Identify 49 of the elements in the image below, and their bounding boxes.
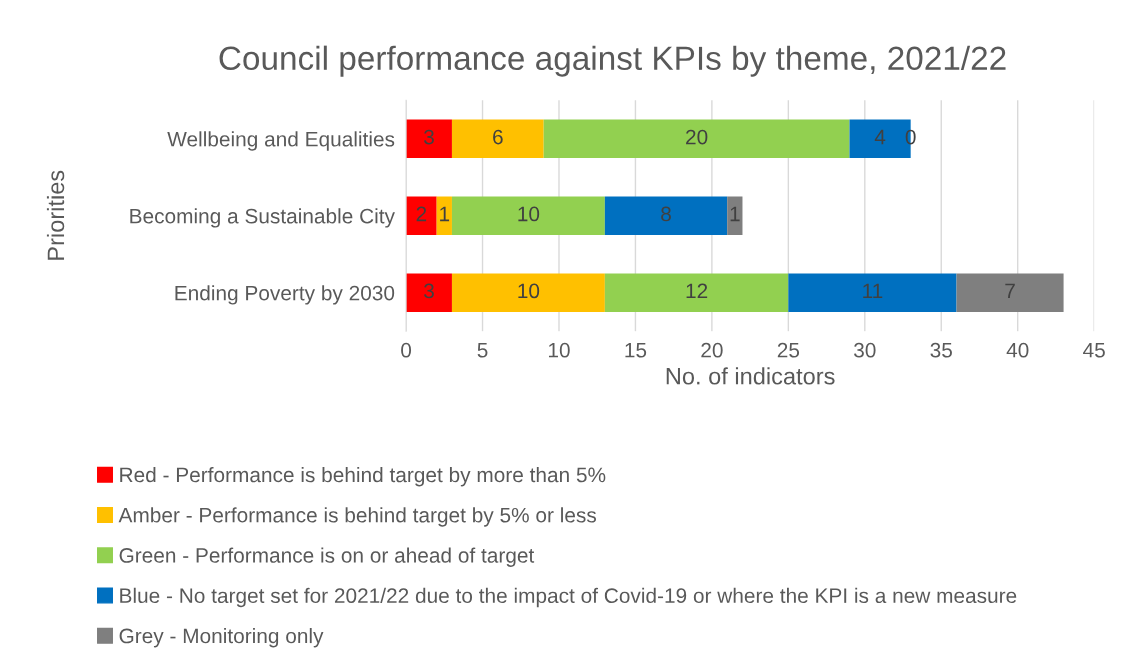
legend-label: Red - Performance is behind target by more than 5%: [120, 466, 606, 487]
data-label: 3: [424, 129, 434, 145]
data-label: 2: [416, 206, 427, 222]
legend-label: Amber - Performance is behind target by 5% or less: [118, 507, 597, 527]
data-label: 20: [686, 129, 708, 145]
x-axis-title: No. of indicators: [666, 367, 835, 385]
data-label: 1: [440, 206, 450, 222]
bar: [788, 273, 957, 312]
data-label: 11: [863, 283, 883, 299]
bar: [406, 273, 452, 312]
bar: [451, 196, 605, 235]
bar: [543, 119, 850, 159]
x-tick-label: 10: [548, 342, 570, 358]
data-label: 12: [686, 283, 708, 299]
data-label: 7: [1005, 283, 1015, 299]
data-label: 3: [424, 283, 434, 299]
data-label: 10: [518, 206, 540, 222]
x-tick-label: 0: [401, 342, 412, 358]
bar: [451, 273, 605, 312]
x-tick-label: 40: [1006, 342, 1029, 358]
bar: [727, 196, 743, 235]
x-tick-label: 25: [777, 342, 800, 358]
legend-label: Green - Performance is on or ahead of target: [119, 547, 535, 567]
bar: [604, 273, 789, 312]
y-tick-label: Ending Poverty by 2030: [175, 285, 395, 305]
y-axis-title: Priorities: [46, 170, 65, 260]
data-label: 1: [730, 206, 740, 222]
x-tick-label: 15: [625, 343, 647, 358]
bar: [956, 273, 1064, 312]
data-label: 10: [518, 283, 540, 299]
bar: [451, 119, 544, 159]
data-label: 4: [874, 129, 886, 145]
x-tick-label: 20: [701, 342, 723, 358]
bar: [604, 196, 728, 235]
y-tick-label: Becoming a Sustainable City: [130, 208, 395, 228]
data-label: 0: [905, 129, 916, 145]
bar: [406, 196, 437, 235]
bar: [436, 196, 452, 235]
bar: [406, 119, 452, 159]
x-tick-label: 5: [477, 343, 488, 358]
data-label: 8: [661, 206, 671, 222]
legend-label: Blue - No target set for 2021/22 due to the impact of Covid-19 or where the KPI is a new measure: [120, 587, 1017, 608]
legend-label: Grey - Monitoring only: [119, 628, 324, 648]
chart-title: Council performance against KPIs by theme, 2021/22: [219, 45, 1006, 77]
data-label: 6: [493, 129, 503, 145]
x-tick-label: 35: [930, 342, 952, 358]
x-tick-label: 45: [1083, 343, 1105, 358]
y-tick-label: Wellbeing and Equalities: [167, 131, 395, 151]
x-tick-label: 30: [854, 342, 876, 358]
